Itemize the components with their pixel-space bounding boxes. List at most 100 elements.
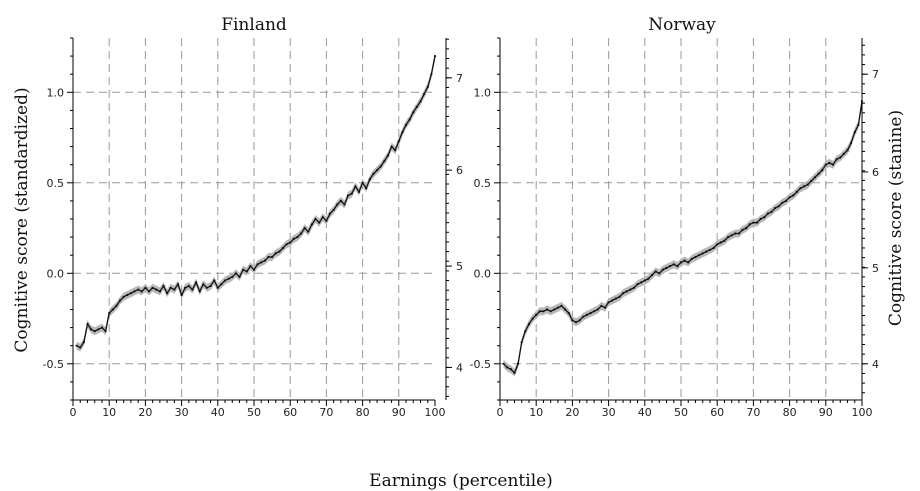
finland-right-tick-label: 4 — [456, 361, 463, 374]
norway-data-point — [850, 141, 853, 145]
finland-data-point — [343, 203, 346, 206]
finland-data-point — [133, 290, 136, 293]
finland-data-point — [321, 216, 324, 219]
finland-data-point — [256, 263, 259, 266]
norway-data-point — [716, 243, 719, 246]
finland-data-point — [234, 272, 237, 275]
finland-y-tick-label: 0.0 — [47, 267, 65, 280]
finland-data-point — [314, 217, 317, 221]
norway-data-point — [640, 281, 643, 284]
norway-x-tick-label: 70 — [746, 406, 760, 419]
finland-data-point — [184, 286, 187, 289]
finland-data-point — [401, 131, 404, 134]
finland-data-point — [122, 295, 125, 298]
finland-data-point — [285, 243, 288, 246]
norway-data-point — [647, 277, 650, 280]
finland-data-point — [339, 199, 342, 202]
norway-data-point — [567, 312, 570, 315]
norway-data-point — [694, 255, 697, 259]
norway-data-point — [799, 187, 802, 190]
norway-x-tick-label: 0 — [497, 406, 504, 419]
finland-data-point — [357, 190, 361, 193]
finland-data-point — [350, 192, 353, 195]
finland-x-tick-label: 30 — [175, 406, 189, 419]
finland-x-tick-label: 60 — [283, 406, 297, 419]
finland-title: Finland — [221, 15, 287, 35]
finland-data-point — [242, 268, 245, 271]
norway-data-point — [636, 283, 639, 286]
norway-data-point — [792, 194, 795, 197]
norway-data-point — [698, 254, 701, 257]
norway-data-point — [828, 161, 831, 164]
finland-data-point — [82, 341, 85, 344]
norway-data-point — [629, 288, 632, 291]
finland-data-point — [140, 290, 143, 293]
finland-data-point — [361, 181, 364, 184]
finland-data-point — [376, 169, 379, 172]
norway-data-point — [719, 241, 722, 244]
norway-data-point — [607, 301, 610, 304]
finland-data-point — [390, 145, 393, 148]
norway-data-point — [701, 252, 704, 255]
finland-x-tick-label: 50 — [247, 406, 261, 419]
norway-data-point — [752, 221, 755, 224]
norway-data-point — [788, 196, 791, 199]
finland-data-point — [151, 286, 154, 289]
finland-data-point — [97, 328, 100, 331]
norway-data-point — [622, 292, 625, 295]
finland-data-point — [176, 283, 180, 286]
norway-data-point — [589, 312, 592, 315]
norway-right-tick-label: 6 — [872, 166, 879, 179]
norway-data-point — [542, 310, 545, 313]
norway-data-point — [553, 308, 556, 311]
finland-data-point — [332, 208, 335, 212]
finland-data-point — [147, 290, 151, 293]
finland-y-tick-label: -0.5 — [43, 358, 64, 371]
norway-data-point — [524, 330, 527, 333]
norway-data-point — [502, 362, 505, 365]
finland-data-point — [274, 252, 277, 255]
norway-data-point — [839, 156, 842, 159]
norway-grid — [500, 38, 862, 400]
finland-data-point — [372, 172, 375, 175]
finland-data-point — [307, 230, 310, 233]
norway-data-point — [654, 270, 657, 273]
finland-x-tick-label: 20 — [138, 406, 152, 419]
norway-data-point — [669, 265, 672, 268]
norway-y-tick-label: 0.0 — [474, 267, 492, 280]
norway-data-point — [578, 319, 581, 322]
norway-data-point — [560, 304, 563, 307]
norway-plot-area — [502, 97, 864, 377]
finland-axes: -0.5 0.0 0.5 1.0 0 10 20 30 40 50 60 70 80 90 100 4 5 6 7 — [43, 37, 463, 419]
norway-x-tick-label: 80 — [783, 406, 797, 419]
norway-data-point — [803, 185, 806, 188]
finland-confidence-band — [76, 52, 435, 352]
norway-data-point — [821, 169, 824, 172]
norway-axes: -0.5 0.0 0.5 1.0 0 10 20 30 40 50 60 70 80 90 100 4 5 6 7 — [470, 37, 879, 419]
norway-data-point — [509, 368, 512, 371]
finland-data-point — [144, 286, 147, 289]
norway-data-point — [687, 261, 690, 264]
finland-data-point — [281, 246, 285, 250]
norway-x-tick-label: 60 — [710, 406, 724, 419]
y-axis-label-right: Cognitive score (stanine) — [886, 110, 906, 326]
finland-data-point — [300, 232, 303, 235]
finland-data-point — [90, 328, 93, 331]
norway-data-point — [730, 234, 733, 237]
norway-data-point — [650, 274, 654, 277]
finland-data-point — [412, 111, 415, 114]
norway-data-point — [708, 248, 712, 251]
finland-data-point — [119, 299, 122, 302]
finland-data-point — [249, 265, 252, 268]
norway-y-tick-label: -0.5 — [470, 358, 491, 371]
finland-data-point — [245, 270, 248, 273]
finland-data-point — [386, 154, 389, 157]
norway-data-point — [770, 210, 773, 213]
finland-data-point — [328, 212, 332, 215]
finland-data-point — [426, 85, 429, 88]
finland-grid — [73, 38, 435, 400]
norway-data-point — [784, 199, 788, 202]
finland-x-tick-label: 10 — [102, 406, 116, 419]
norway-data-point — [748, 223, 751, 226]
